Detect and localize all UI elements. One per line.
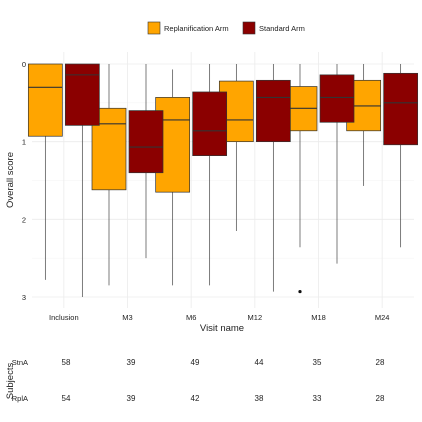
- subjects-count-rpla-inclusion: 54: [62, 394, 71, 403]
- y-axis-title: Overall score: [5, 152, 16, 208]
- legend-label-1: Standard Arm: [259, 24, 305, 33]
- box-series-0-inclusion: [27, 63, 63, 280]
- y-tick-label-2: 2: [22, 215, 26, 224]
- box-rect-series-1-inclusion: [64, 63, 100, 126]
- legend-key-0: [147, 21, 161, 35]
- legend-item-1: Standard Arm: [242, 21, 305, 35]
- box-series-1-m12: [255, 64, 291, 292]
- subjects-count-stna-m6: 49: [191, 358, 200, 367]
- subjects-count-rpla-m3: 39: [127, 394, 136, 403]
- box-series-1-inclusion: [64, 63, 100, 297]
- subjects-count-rpla-m24: 28: [376, 394, 385, 403]
- box-rect-series-1-m6: [192, 91, 228, 156]
- subjects-count-stna-m18: 35: [313, 358, 322, 367]
- box-series-1-m24: [383, 64, 419, 248]
- x-tick-label-inclusion: Inclusion: [49, 313, 79, 322]
- subjects-count-stna-inclusion: 58: [62, 358, 71, 367]
- legend-key-1: [242, 21, 256, 35]
- legend-item-0: Replanification Arm: [147, 21, 229, 35]
- y-tick-label-3: 3: [22, 293, 26, 302]
- x-tick-label-m12: M12: [248, 313, 263, 322]
- box-rect-series-1-m24: [383, 72, 419, 146]
- subjects-row-label-stna: StnA: [12, 358, 28, 367]
- x-tick-label-m24: M24: [375, 313, 390, 322]
- boxes: [27, 63, 419, 297]
- y-axis: 0 1 2 3: [22, 60, 26, 302]
- subjects-count-rpla-m12: 38: [255, 394, 264, 403]
- box-series-1-m6: [192, 64, 228, 286]
- x-tick-label-m3: M3: [122, 313, 132, 322]
- subjects-count-stna-m24: 28: [376, 358, 385, 367]
- subjects-title: Subjects: [5, 363, 16, 400]
- x-axis: Inclusion M3 M6 M12 M18 M24: [49, 313, 389, 322]
- subjects-count-rpla-m6: 42: [191, 394, 200, 403]
- box-rect-series-1-m12: [255, 79, 291, 143]
- box-series-1-m18: [319, 64, 355, 264]
- subjects-count-stna-m12: 44: [255, 358, 264, 367]
- legend-label-0: Replanification Arm: [164, 24, 229, 33]
- x-tick-label-m6: M6: [186, 313, 196, 322]
- x-axis-title: Visit name: [200, 323, 244, 334]
- subjects-table: StnA 58 39 49 44 35 28 RplA 54 39 42 38 33 28: [12, 358, 385, 403]
- box-rect-series-0-inclusion: [27, 63, 63, 137]
- box-series-1-m3: [128, 64, 164, 259]
- y-tick-label-1: 1: [22, 138, 26, 147]
- subjects-count-rpla-m18: 33: [313, 394, 322, 403]
- outlier-point-0-0: [298, 289, 302, 294]
- y-tick-label-0: 0: [22, 60, 26, 69]
- box-rect-series-1-m18: [319, 74, 355, 123]
- box-series-0-m6: [155, 69, 191, 286]
- subjects-count-stna-m3: 39: [127, 358, 136, 367]
- box-rect-series-1-m3: [128, 110, 164, 174]
- legend: Replanification Arm Standard Arm: [147, 21, 305, 35]
- subjects-row-label-rpla: RplA: [12, 394, 28, 403]
- x-tick-label-m18: M18: [311, 313, 326, 322]
